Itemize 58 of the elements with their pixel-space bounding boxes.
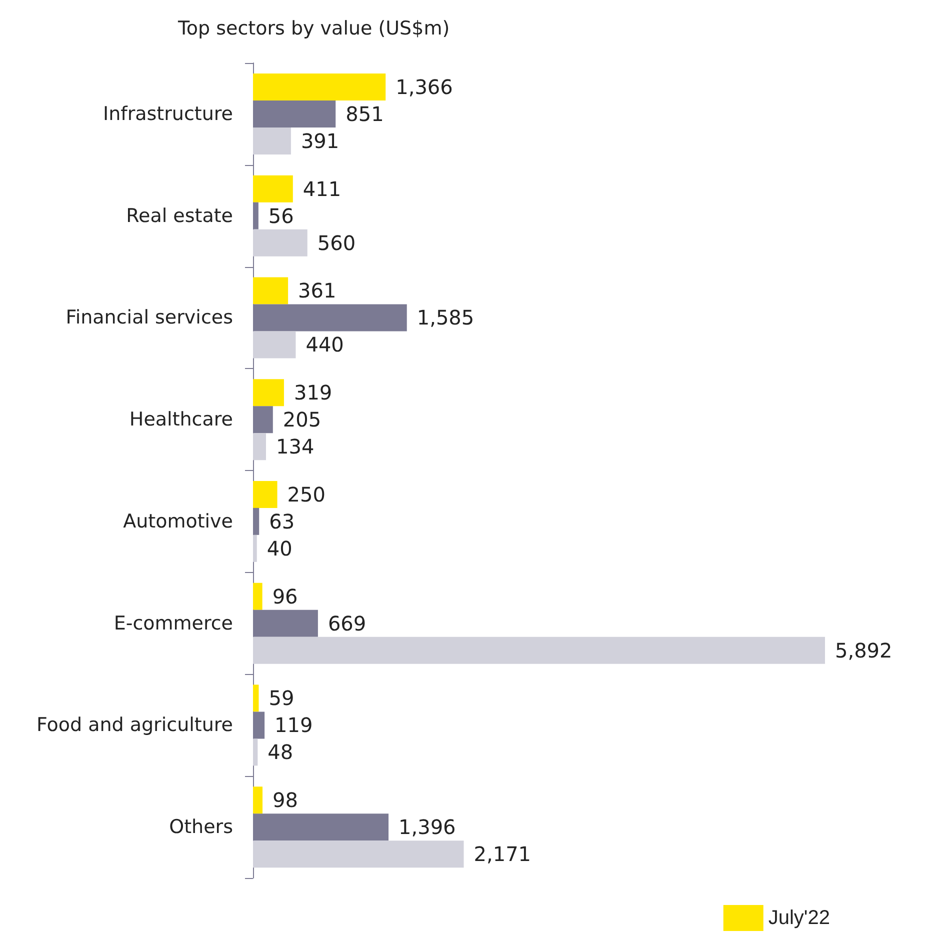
legend-label: July'22 <box>768 907 830 929</box>
y-tick-label: Automotive <box>123 510 233 532</box>
y-tick-label: Healthcare <box>129 408 233 431</box>
data-label: 96 <box>272 584 298 608</box>
bar <box>253 636 825 664</box>
data-label: 391 <box>300 128 340 153</box>
bar <box>253 610 318 637</box>
data-label: 411 <box>302 176 342 201</box>
data-label: 56 <box>268 204 294 228</box>
data-label: 250 <box>287 482 326 506</box>
data-label: 1,396 <box>398 815 456 840</box>
data-label: 669 <box>328 611 366 636</box>
bar <box>253 100 336 128</box>
bar <box>253 786 263 814</box>
bar <box>253 534 257 562</box>
bar <box>253 127 291 154</box>
data-label: 48 <box>268 740 294 764</box>
data-label: 119 <box>274 713 313 738</box>
bar <box>253 229 308 256</box>
y-tick-label: E-commerce <box>114 612 233 634</box>
data-label: 63 <box>269 509 295 534</box>
data-label: 98 <box>272 788 298 812</box>
bar <box>253 508 260 535</box>
bar <box>253 433 266 460</box>
data-label: 59 <box>268 686 294 710</box>
data-label: 560 <box>317 230 356 255</box>
bar <box>253 814 389 841</box>
bar <box>253 202 258 230</box>
data-label: 1,585 <box>416 306 474 330</box>
data-label: 1,366 <box>396 74 453 99</box>
y-tick-label: Others <box>169 816 233 838</box>
data-label: 361 <box>298 278 336 303</box>
data-label: 440 <box>306 332 344 357</box>
y-tick-label: Real estate <box>126 204 233 227</box>
data-label: 205 <box>282 408 322 432</box>
data-label: 319 <box>294 380 332 405</box>
y-tick-label: Infrastructure <box>102 102 233 125</box>
bar <box>253 331 296 358</box>
y-tick-label: Financial services <box>66 306 233 329</box>
data-label: 5,892 <box>835 638 892 662</box>
bar <box>253 73 386 100</box>
y-tick-label: Food and agriculture <box>36 714 233 736</box>
bar <box>253 738 258 766</box>
bar <box>253 712 265 739</box>
bar <box>253 684 259 712</box>
bar <box>253 406 273 434</box>
bar <box>253 480 278 508</box>
bar <box>253 304 407 332</box>
data-label: 851 <box>346 102 384 126</box>
data-label: 40 <box>266 536 292 560</box>
bar <box>253 582 262 610</box>
data-label: 2,171 <box>474 842 532 866</box>
bar <box>253 277 288 304</box>
data-label: 134 <box>276 434 314 459</box>
bar <box>253 379 284 406</box>
chart-title: Top sectors by value (US$m) <box>177 18 450 40</box>
bar <box>253 840 464 868</box>
bar <box>253 175 293 202</box>
